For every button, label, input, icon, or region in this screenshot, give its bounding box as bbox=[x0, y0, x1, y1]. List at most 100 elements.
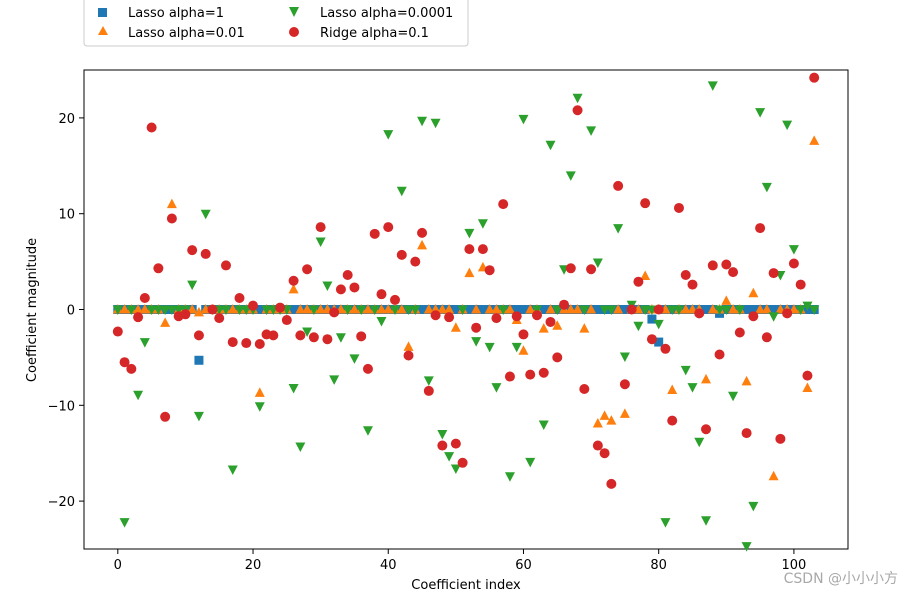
point-ridge-alpha-0-1 bbox=[410, 256, 421, 267]
point-ridge-alpha-0-1 bbox=[491, 313, 502, 324]
point-lasso-alpha-0-0001 bbox=[761, 182, 772, 193]
point-ridge-alpha-0-1 bbox=[146, 122, 157, 133]
point-ridge-alpha-0-1 bbox=[356, 331, 367, 342]
point-lasso-alpha-0-0001 bbox=[139, 338, 150, 348]
point-lasso-alpha-0-01 bbox=[383, 304, 394, 314]
x-tick-label: 80 bbox=[650, 558, 667, 573]
point-lasso-alpha-0-0001 bbox=[687, 383, 698, 393]
point-lasso-alpha-0-01 bbox=[376, 304, 387, 314]
point-ridge-alpha-0-1 bbox=[133, 312, 144, 323]
point-lasso-alpha-1 bbox=[255, 305, 265, 314]
point-lasso-alpha-0-0001 bbox=[220, 305, 231, 315]
legend: Lasso alpha=1 Lasso alpha=0.01 Lasso alp… bbox=[83, 0, 469, 47]
point-ridge-alpha-0-1 bbox=[254, 338, 265, 349]
point-lasso-alpha-0-01 bbox=[579, 323, 590, 333]
point-lasso-alpha-0-01 bbox=[437, 304, 448, 314]
point-ridge-alpha-0-1 bbox=[342, 270, 353, 281]
point-ridge-alpha-0-1 bbox=[782, 308, 793, 319]
point-ridge-alpha-0-1 bbox=[673, 202, 684, 213]
point-ridge-alpha-0-1 bbox=[396, 249, 407, 260]
point-ridge-alpha-0-1 bbox=[768, 268, 779, 279]
point-lasso-alpha-1 bbox=[647, 314, 657, 324]
y-axis-label: Coefficient magnitude bbox=[25, 238, 40, 382]
point-lasso-alpha-0-01 bbox=[606, 415, 617, 425]
point-lasso-alpha-0-0001 bbox=[633, 321, 644, 332]
point-lasso-alpha-0-0001 bbox=[788, 245, 799, 255]
point-lasso-alpha-0-0001 bbox=[464, 228, 475, 239]
point-ridge-alpha-0-1 bbox=[160, 411, 171, 422]
point-lasso-alpha-0-01 bbox=[166, 198, 177, 209]
y-tick-label: −10 bbox=[48, 399, 75, 414]
point-lasso-alpha-0-01 bbox=[119, 304, 130, 314]
point-ridge-alpha-0-1 bbox=[383, 222, 394, 233]
y-axis-ticks: −20 −10 0 10 20 bbox=[48, 112, 84, 510]
chart-marks bbox=[112, 72, 820, 552]
point-lasso-alpha-0-0001 bbox=[254, 402, 265, 412]
point-ridge-alpha-0-1 bbox=[660, 343, 671, 354]
point-lasso-alpha-0-01 bbox=[504, 304, 515, 314]
point-lasso-alpha-0-0001 bbox=[471, 337, 482, 347]
point-ridge-alpha-0-1 bbox=[295, 330, 306, 341]
point-lasso-alpha-0-01 bbox=[349, 304, 360, 314]
watermark-text: CSDN @小小小方 bbox=[784, 571, 898, 587]
point-lasso-alpha-0-0001 bbox=[315, 237, 326, 247]
point-lasso-alpha-1 bbox=[289, 305, 299, 314]
point-ridge-alpha-0-1 bbox=[471, 322, 482, 333]
point-lasso-alpha-0-0001 bbox=[308, 305, 319, 315]
point-ridge-alpha-0-1 bbox=[640, 198, 651, 209]
point-ridge-alpha-0-1 bbox=[281, 315, 292, 326]
point-ridge-alpha-0-1 bbox=[741, 428, 752, 439]
point-lasso-alpha-0-01 bbox=[160, 317, 171, 327]
point-ridge-alpha-0-1 bbox=[464, 244, 475, 255]
point-ridge-alpha-0-1 bbox=[721, 259, 732, 270]
point-lasso-alpha-0-0001 bbox=[288, 384, 299, 394]
point-lasso-alpha-0-0001 bbox=[586, 126, 597, 136]
point-ridge-alpha-0-1 bbox=[220, 260, 231, 271]
legend-box bbox=[83, 0, 469, 47]
point-ridge-alpha-0-1 bbox=[430, 310, 441, 321]
point-ridge-alpha-0-1 bbox=[531, 310, 542, 321]
point-ridge-alpha-0-1 bbox=[714, 349, 725, 360]
point-lasso-alpha-1 bbox=[769, 305, 779, 314]
point-lasso-alpha-0-0001 bbox=[200, 209, 211, 220]
point-ridge-alpha-0-1 bbox=[538, 367, 549, 378]
point-lasso-alpha-0-0001 bbox=[329, 375, 340, 385]
point-lasso-alpha-0-0001 bbox=[498, 305, 509, 315]
point-ridge-alpha-0-1 bbox=[775, 433, 786, 444]
y-tick-label: −20 bbox=[48, 495, 75, 510]
point-lasso-alpha-0-0001 bbox=[802, 301, 813, 312]
point-lasso-alpha-1 bbox=[748, 305, 758, 314]
point-lasso-alpha-0-01 bbox=[525, 304, 536, 314]
point-ridge-alpha-0-1 bbox=[687, 279, 698, 290]
point-lasso-alpha-0-0001 bbox=[187, 280, 198, 291]
point-lasso-alpha-0-01 bbox=[315, 304, 326, 314]
point-ridge-alpha-0-1 bbox=[707, 260, 718, 271]
point-lasso-alpha-0-0001 bbox=[538, 420, 549, 430]
point-ridge-alpha-0-1 bbox=[126, 363, 137, 374]
point-lasso-alpha-0-0001 bbox=[295, 442, 306, 452]
point-lasso-alpha-0-0001 bbox=[728, 391, 739, 402]
point-ridge-alpha-0-1 bbox=[417, 227, 428, 238]
point-lasso-alpha-0-01 bbox=[464, 267, 475, 278]
point-lasso-alpha-0-0001 bbox=[126, 305, 137, 315]
point-lasso-alpha-0-01 bbox=[721, 295, 732, 305]
point-lasso-alpha-0-0001 bbox=[673, 305, 684, 315]
legend-marker-ridge-alpha-0-1 bbox=[289, 27, 299, 37]
point-lasso-alpha-0-0001 bbox=[734, 305, 745, 315]
point-lasso-alpha-1 bbox=[478, 305, 488, 314]
point-ridge-alpha-0-1 bbox=[565, 263, 576, 274]
point-lasso-alpha-0-01 bbox=[552, 320, 563, 330]
point-lasso-alpha-0-0001 bbox=[437, 430, 448, 440]
point-ridge-alpha-0-1 bbox=[112, 326, 123, 337]
y-tick-label: 20 bbox=[58, 112, 75, 127]
point-ridge-alpha-0-1 bbox=[518, 329, 529, 340]
point-lasso-alpha-0-0001 bbox=[755, 108, 766, 118]
point-ridge-alpha-0-1 bbox=[579, 384, 590, 395]
point-ridge-alpha-0-1 bbox=[315, 222, 326, 233]
point-lasso-alpha-1 bbox=[539, 305, 549, 314]
point-ridge-alpha-0-1 bbox=[180, 309, 191, 320]
point-ridge-alpha-0-1 bbox=[592, 440, 603, 451]
point-ridge-alpha-0-1 bbox=[362, 363, 373, 374]
point-ridge-alpha-0-1 bbox=[369, 228, 380, 239]
